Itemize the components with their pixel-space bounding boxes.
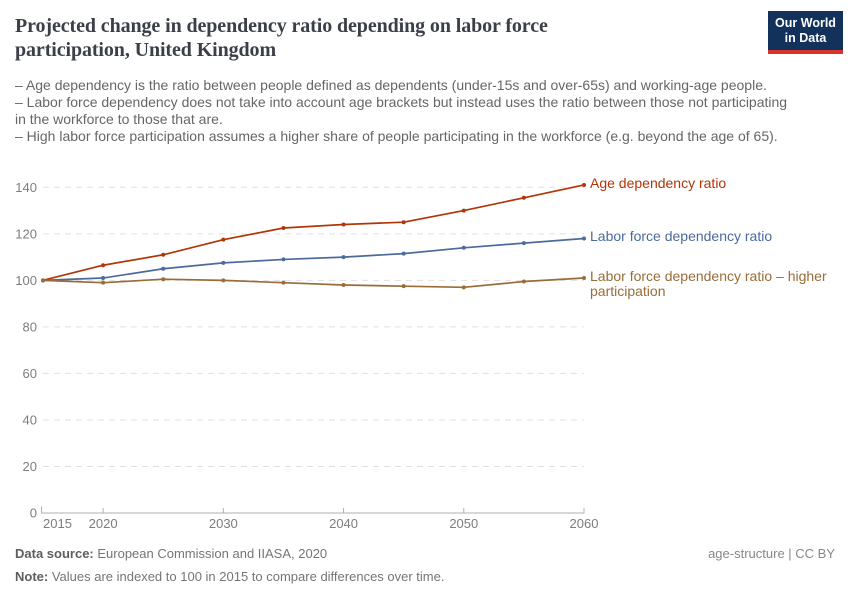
x-axis-tick-label: 2015: [43, 516, 72, 531]
data-point-marker: [521, 241, 526, 246]
data-point-marker: [161, 277, 166, 282]
series-line: [42, 184, 585, 282]
footer-source-row: Data source: European Commission and IIA…: [15, 546, 835, 561]
subtitle-line-age-dependency: – Age dependency is the ratio between pe…: [15, 77, 767, 93]
y-axis-tick-label: 60: [23, 366, 37, 381]
data-point-marker: [341, 283, 346, 288]
data-point-marker: [521, 279, 526, 284]
data-point-marker: [101, 280, 106, 285]
subtitle-line-high-participation: – High labor force participation assumes…: [15, 128, 778, 144]
data-point-marker: [161, 252, 166, 257]
data-point-marker: [461, 285, 466, 290]
chart-header: Projected change in dependency ratio dep…: [0, 0, 850, 145]
line-chart: 0 20 40 60 80 100 120 140 2015 2020 2030 2040 2050 20…: [0, 170, 850, 545]
x-axis-tick-label: 2030: [209, 516, 238, 531]
data-point-marker: [41, 278, 45, 283]
owid-logo[interactable]: Our World in Data: [768, 11, 843, 54]
subtitle-line-labor-force-dependency: – Labor force dependency does not take i…: [15, 94, 788, 127]
page-title: Projected change in dependency ratio dep…: [15, 15, 548, 61]
y-axis-tick-label: 40: [23, 412, 37, 427]
series-end-label[interactable]: Labor force dependency ratio: [590, 228, 773, 245]
data-point-marker: [582, 276, 586, 281]
data-source-label: Data source:: [15, 546, 94, 561]
x-axis-tick-label: 2040: [329, 516, 358, 531]
license-text[interactable]: age-structure | CC BY: [708, 546, 835, 561]
y-axis-tick-label: 100: [15, 273, 37, 288]
data-point-marker: [281, 226, 286, 231]
data-point-marker: [461, 245, 466, 250]
note-text: Note: Values are indexed to 100 in 2015 …: [15, 569, 835, 584]
chart-footer: Data source: European Commission and IIA…: [15, 546, 835, 584]
data-point-marker: [401, 251, 406, 256]
series-end-label[interactable]: Age dependency ratio: [590, 174, 727, 191]
data-point-marker: [461, 208, 466, 213]
y-axis-tick-label: 120: [15, 226, 37, 241]
data-source-text: Data source: European Commission and IIA…: [15, 546, 327, 561]
x-axis-tick-label: 2050: [449, 516, 478, 531]
data-point-marker: [221, 278, 226, 283]
data-point-marker: [161, 266, 166, 271]
data-point-marker: [521, 195, 526, 200]
data-point-marker: [101, 263, 106, 268]
owid-logo-text-line1: Our World: [775, 16, 836, 30]
data-point-marker: [401, 284, 406, 289]
data-point-marker: [221, 237, 226, 242]
chart-subtitle: – Age dependency is the ratio between pe…: [15, 77, 795, 145]
y-axis-tick-label: 140: [15, 180, 37, 195]
y-axis-tick-label: 80: [23, 319, 37, 334]
x-axis-tick-label: 2020: [89, 516, 118, 531]
series-end-label[interactable]: Labor force dependency ratio – higher pa…: [590, 268, 827, 300]
y-axis-tick-label: 0: [30, 506, 37, 521]
note-value: Values are indexed to 100 in 2015 to com…: [48, 569, 445, 584]
series-line: [42, 277, 585, 289]
data-point-marker: [582, 236, 586, 241]
note-label: Note:: [15, 569, 49, 584]
series-line: [42, 237, 585, 282]
data-point-marker: [341, 255, 346, 260]
x-axis-tick-label: 2060: [570, 516, 599, 531]
data-point-marker: [341, 222, 346, 227]
data-source-value: European Commission and IIASA, 2020: [93, 546, 328, 561]
data-point-marker: [582, 182, 586, 187]
data-point-marker: [221, 260, 226, 265]
data-point-marker: [101, 276, 106, 281]
owid-logo-text-line2: in Data: [784, 31, 827, 45]
data-point-marker: [281, 257, 286, 262]
data-point-marker: [281, 280, 286, 285]
data-point-marker: [401, 220, 406, 225]
y-axis-tick-label: 20: [23, 459, 37, 474]
